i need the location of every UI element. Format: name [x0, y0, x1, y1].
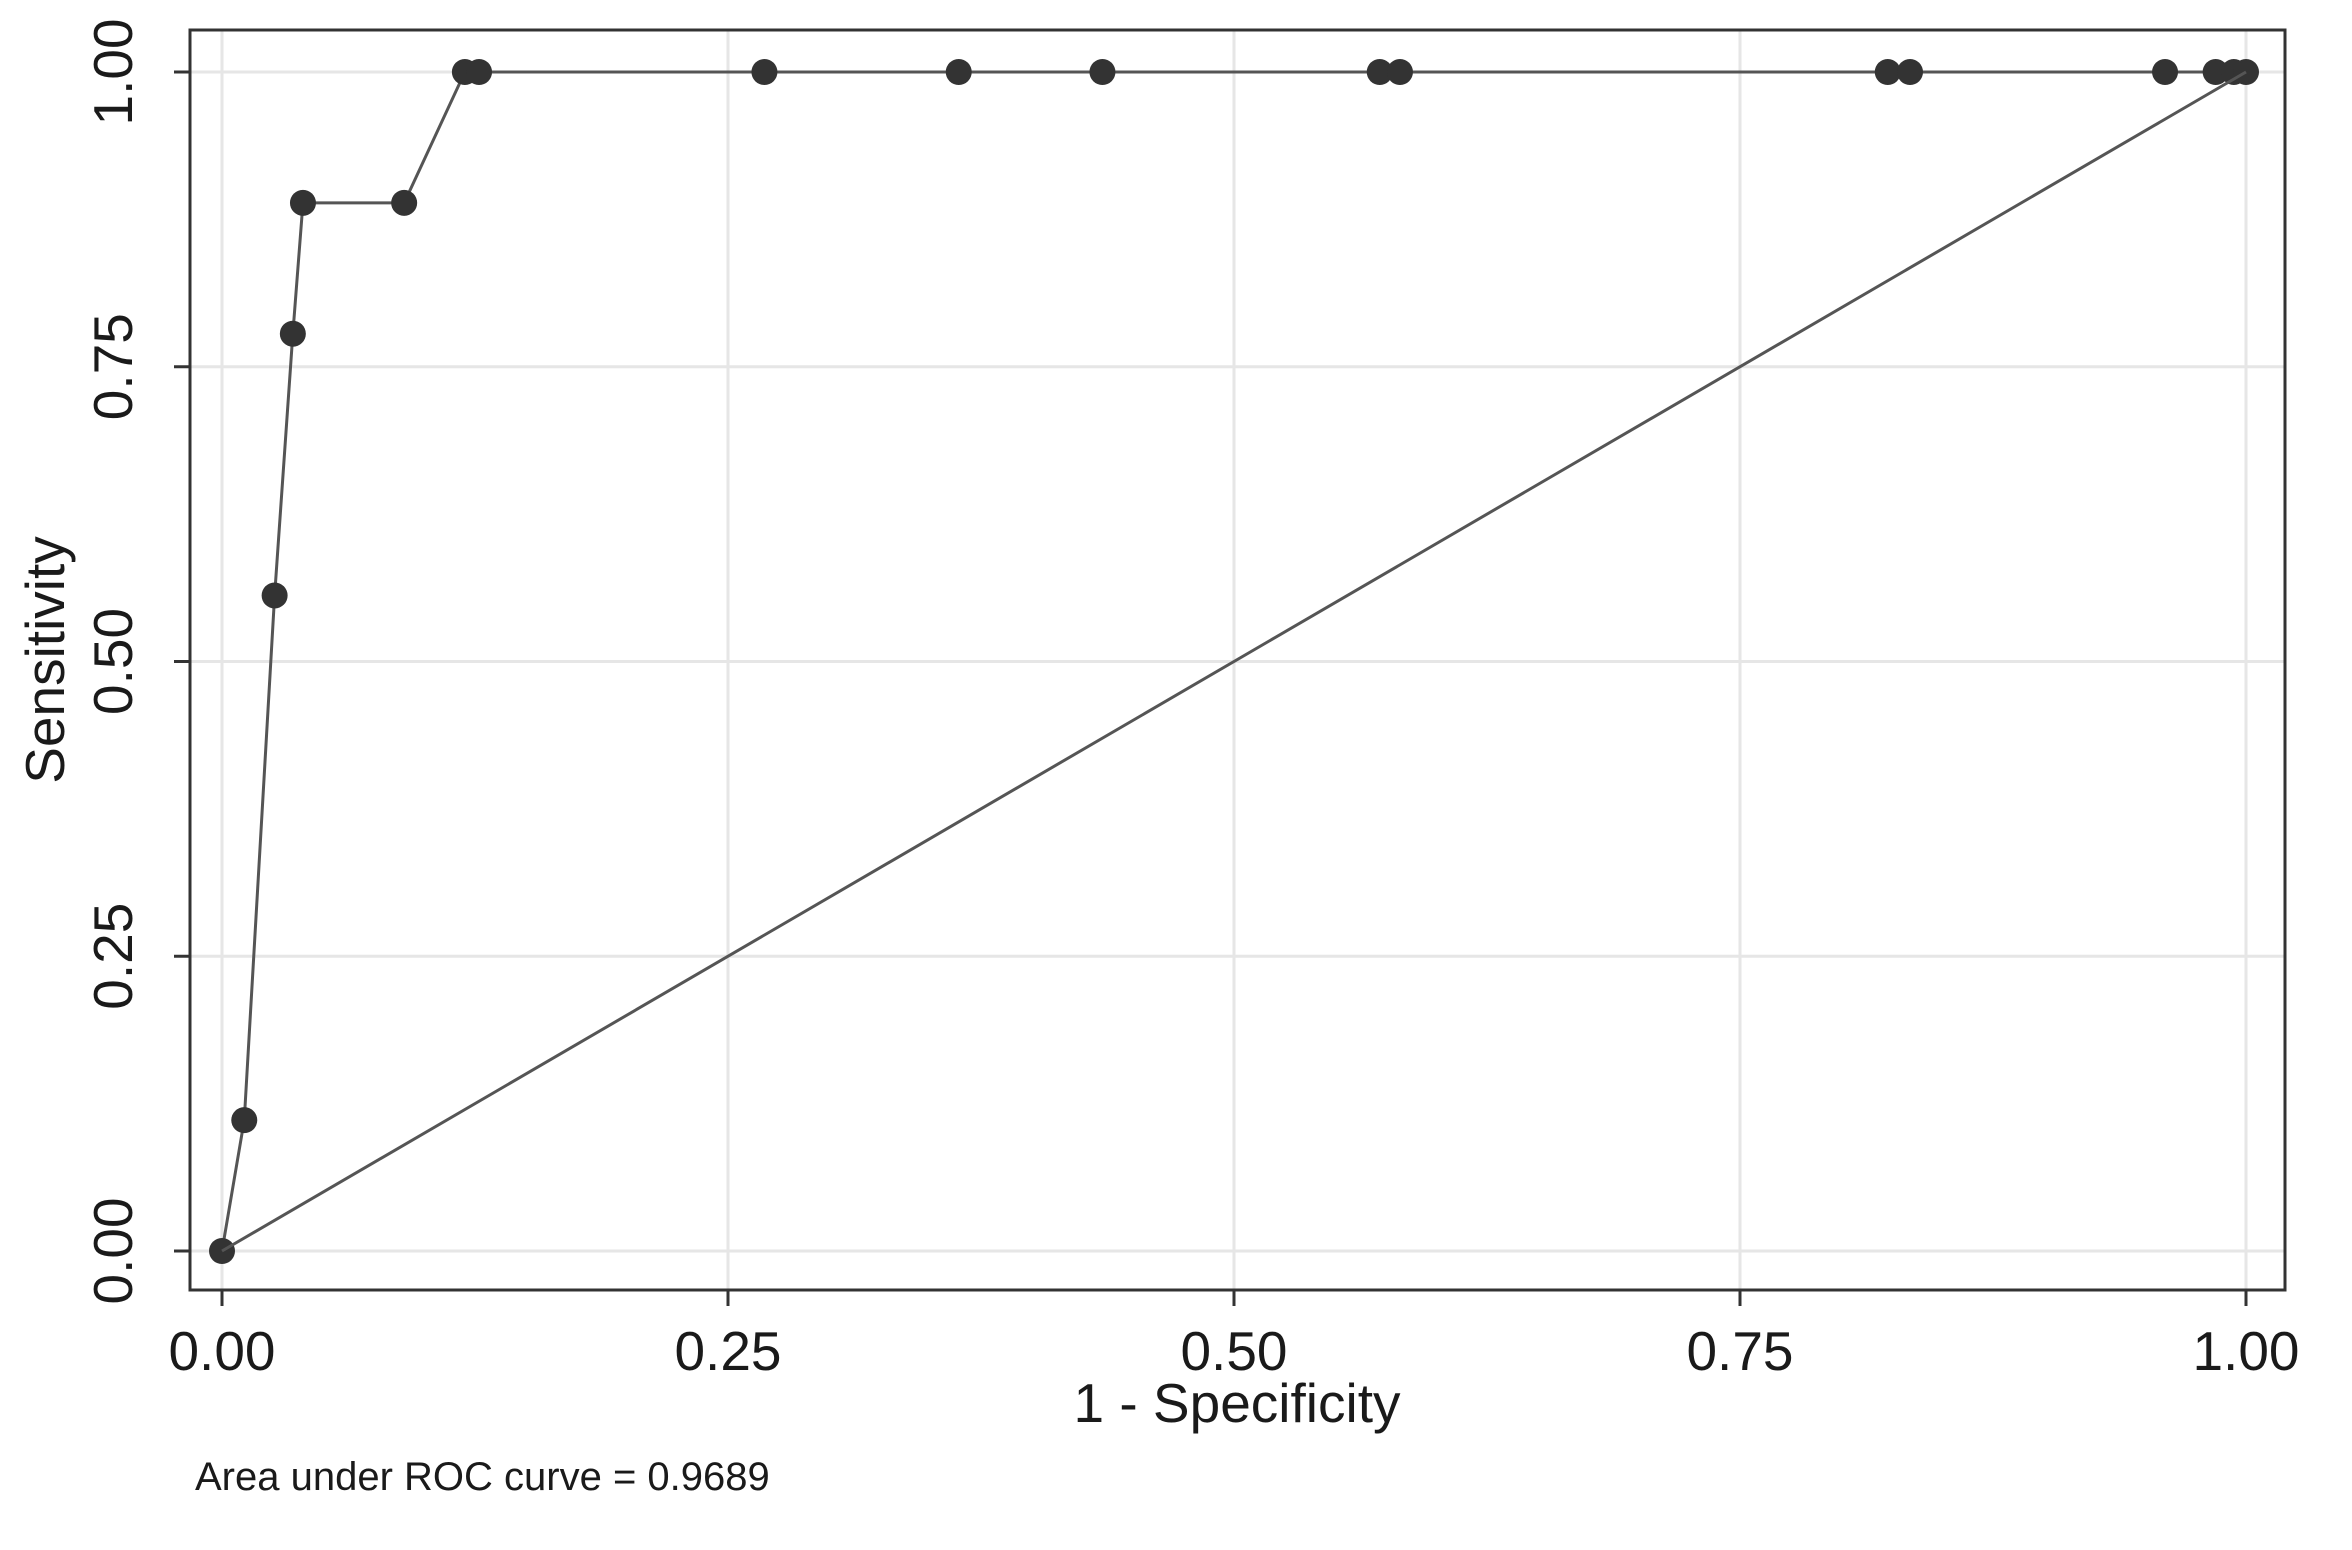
- x-axis-title: 1 - Specificity: [1073, 1372, 1401, 1434]
- roc-point: [751, 59, 778, 85]
- roc-point: [279, 320, 306, 347]
- reference-diagonal-line: [221, 70, 2247, 1253]
- roc-point: [261, 582, 288, 609]
- roc-point: [2202, 59, 2229, 85]
- roc-point: [391, 189, 418, 216]
- x-tick-label: 0.50: [1180, 1320, 1287, 1382]
- auc-note: Area under ROC curve = 0.9689: [195, 1455, 770, 1499]
- y-tick-label: 0.75: [82, 313, 144, 420]
- x-tick-label: 1.00: [2192, 1320, 2299, 1382]
- y-tick-label: 0.50: [82, 608, 144, 715]
- x-tick-label: 0.25: [674, 1320, 781, 1382]
- y-tick-label: 0.00: [82, 1197, 144, 1304]
- roc-point: [1089, 59, 1116, 85]
- y-axis-title: Sensitivity: [14, 536, 76, 784]
- roc-point: [1897, 59, 1924, 85]
- x-tick-label: 0.00: [168, 1320, 275, 1382]
- roc-point: [1366, 59, 1393, 85]
- roc-point: [2152, 59, 2179, 85]
- y-tick-label: 1.00: [82, 18, 144, 125]
- roc-point: [1874, 59, 1901, 85]
- roc-point: [231, 1107, 258, 1134]
- tick-layer: 0.00 0.25 0.50 0.75 1.00 0.00 0.25 0.50 0.75 1.00: [82, 18, 2300, 1382]
- x-tick-label: 0.75: [1686, 1320, 1793, 1382]
- roc-point: [1386, 59, 1413, 85]
- y-tick-label: 0.25: [82, 903, 144, 1010]
- roc-point: [466, 59, 493, 85]
- roc-point: [289, 189, 316, 216]
- series-layer: [209, 59, 2259, 1264]
- roc-point: [945, 59, 972, 85]
